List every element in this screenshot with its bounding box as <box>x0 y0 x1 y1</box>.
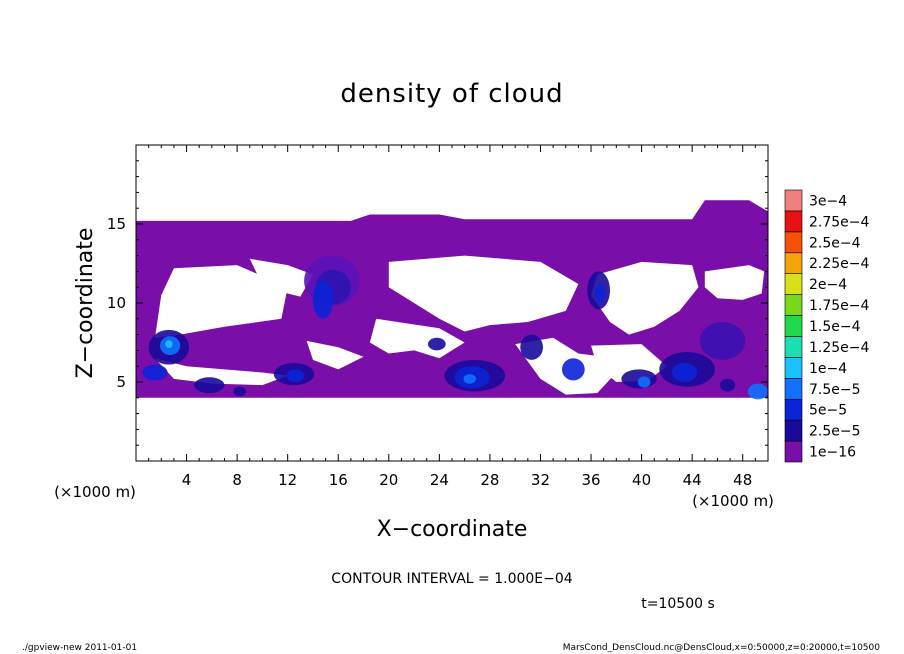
legend-label: 1e−16 <box>809 445 856 461</box>
legend-swatch <box>784 315 803 337</box>
legend-label: 1.25e−4 <box>809 340 870 356</box>
cloud-density-field <box>136 200 768 400</box>
density-pocket <box>427 337 446 351</box>
density-pocket <box>286 369 305 382</box>
legend-swatch <box>784 294 803 316</box>
legend-label: 1.5e−4 <box>809 319 861 335</box>
legend-label: 2.5e−4 <box>809 235 861 251</box>
clear-air-region <box>154 265 288 338</box>
x-tick-label: 36 <box>581 471 600 489</box>
density-pocket <box>520 334 544 360</box>
legend-swatch <box>784 398 803 421</box>
legend-label: 1e−4 <box>809 361 847 377</box>
legend-label: 2.5e−5 <box>809 424 861 440</box>
x-tick-label: 24 <box>430 471 449 489</box>
clear-air-region <box>704 265 765 300</box>
density-pocket <box>312 280 334 319</box>
legend-label: 5e−5 <box>809 403 847 419</box>
x-axis: 4 8 12 16 20 24 28 32 36 40 44 48 <box>148 145 756 489</box>
x-tick-label: 8 <box>232 471 242 489</box>
legend-swatch <box>784 357 803 379</box>
x-tick-label: 12 <box>278 471 297 489</box>
x-tick-label: 48 <box>733 471 752 489</box>
density-pocket <box>719 378 736 392</box>
legend-label: 2e−4 <box>809 277 847 293</box>
density-pocket <box>194 377 225 394</box>
density-pocket <box>233 386 246 397</box>
legend-swatch <box>784 252 803 274</box>
x-tick-label: 16 <box>329 471 348 489</box>
legend-swatch <box>784 273 803 295</box>
footer-right: MarsCond_DensCloud.nc@DensCloud,x=0:5000… <box>563 643 880 653</box>
x-unit-label: (×1000 m) <box>692 492 774 510</box>
legend-label: 7.5e−5 <box>809 382 861 398</box>
clear-air-region <box>591 261 699 335</box>
x-tick-label: 44 <box>683 471 702 489</box>
clear-air-region <box>388 255 579 332</box>
x-axis-label: X−coordinate <box>377 517 528 542</box>
legend-swatch <box>784 378 803 400</box>
legend-label: 2.75e−4 <box>809 214 870 230</box>
y-tick-label: 10 <box>107 294 126 312</box>
x-tick-label: 40 <box>632 471 651 489</box>
density-pocket <box>142 364 168 381</box>
legend-label: 3e−4 <box>809 193 847 209</box>
clear-air-region <box>306 340 364 370</box>
density-pocket <box>699 321 746 360</box>
x-tick-label: 32 <box>531 471 550 489</box>
x-tick-label: 28 <box>480 471 499 489</box>
y-axis-label: Z−coordinate <box>73 228 98 379</box>
y-unit-label: (×1000 m) <box>54 483 136 501</box>
density-pocket <box>747 383 768 400</box>
x-tick-label: 4 <box>182 471 192 489</box>
contour-interval-label: CONTOUR INTERVAL = 1.000E−04 <box>331 571 572 587</box>
legend-swatch <box>784 336 803 358</box>
legend-swatch <box>784 231 803 254</box>
legend-swatch <box>784 419 803 442</box>
y-tick-label: 15 <box>107 215 126 233</box>
density-pocket <box>561 358 585 381</box>
chart-title: density of cloud <box>340 79 563 109</box>
x-tick-label: 20 <box>379 471 398 489</box>
legend-label: 2.25e−4 <box>809 256 870 272</box>
density-pocket <box>637 376 651 388</box>
density-pocket <box>671 363 698 382</box>
footer-left: ./gpview-new 2011-01-01 <box>22 643 137 653</box>
density-pocket <box>165 340 173 349</box>
time-label: t=10500 s <box>641 596 715 612</box>
legend-swatch <box>784 440 803 463</box>
clear-air-region <box>249 258 313 297</box>
legend-swatch <box>784 189 803 212</box>
density-pocket <box>594 284 605 303</box>
clear-air-region <box>154 358 288 386</box>
y-axis: 5 10 15 <box>107 160 768 446</box>
legend-swatch <box>784 210 803 233</box>
legend-label: 1.75e−4 <box>809 298 870 314</box>
y-tick-label: 5 <box>116 373 126 391</box>
color-legend: 1e−16 2.5e−5 5e−5 7.5e−5 1e−4 1.25e−4 1.5e−4 1.… <box>784 189 870 463</box>
density-pocket <box>463 374 477 384</box>
